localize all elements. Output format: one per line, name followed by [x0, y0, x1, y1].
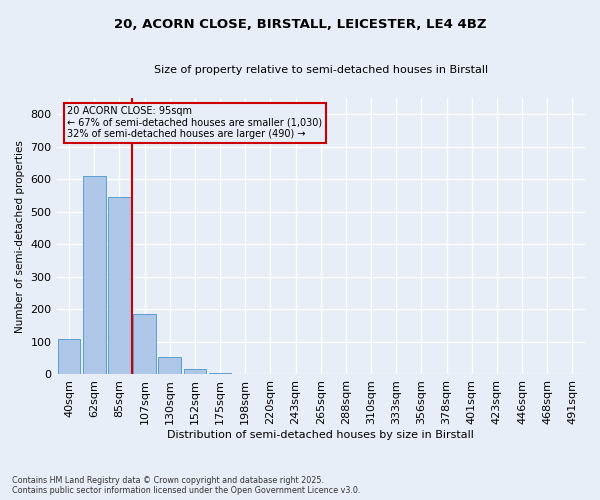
- Bar: [58, 338, 80, 374]
- Text: Contains HM Land Registry data © Crown copyright and database right 2025.
Contai: Contains HM Land Registry data © Crown c…: [12, 476, 361, 495]
- Y-axis label: Number of semi-detached properties: Number of semi-detached properties: [15, 140, 25, 332]
- Bar: [209, 373, 232, 374]
- Bar: [158, 356, 181, 374]
- Bar: [133, 314, 156, 374]
- Text: 20, ACORN CLOSE, BIRSTALL, LEICESTER, LE4 4BZ: 20, ACORN CLOSE, BIRSTALL, LEICESTER, LE…: [114, 18, 486, 30]
- Bar: [108, 197, 131, 374]
- Bar: [184, 368, 206, 374]
- Bar: [83, 176, 106, 374]
- X-axis label: Distribution of semi-detached houses by size in Birstall: Distribution of semi-detached houses by …: [167, 430, 474, 440]
- Title: Size of property relative to semi-detached houses in Birstall: Size of property relative to semi-detach…: [154, 65, 488, 75]
- Text: 20 ACORN CLOSE: 95sqm
← 67% of semi-detached houses are smaller (1,030)
32% of s: 20 ACORN CLOSE: 95sqm ← 67% of semi-deta…: [67, 106, 322, 140]
